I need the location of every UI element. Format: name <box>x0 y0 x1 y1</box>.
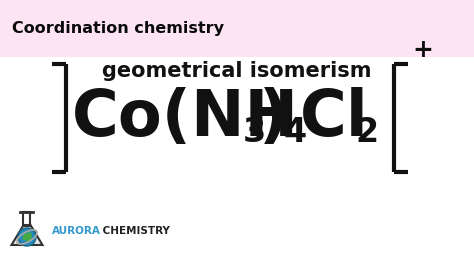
Text: 2: 2 <box>355 115 378 148</box>
Text: ): ) <box>259 87 288 149</box>
Text: Co(NH: Co(NH <box>72 87 299 149</box>
Text: Cl: Cl <box>300 87 369 149</box>
Polygon shape <box>22 232 32 242</box>
Text: 4: 4 <box>284 115 307 148</box>
Text: geometrical isomerism: geometrical isomerism <box>102 61 372 81</box>
Bar <box>24 212 30 226</box>
Bar <box>0 0 474 57</box>
Text: CHEMISTRY: CHEMISTRY <box>99 226 170 236</box>
Polygon shape <box>11 225 43 245</box>
Text: +: + <box>412 38 433 62</box>
Text: Coordination chemistry: Coordination chemistry <box>12 21 224 36</box>
Bar <box>0 57 474 266</box>
Text: AURORA: AURORA <box>52 226 101 236</box>
Circle shape <box>18 228 36 246</box>
Text: 3: 3 <box>243 115 266 148</box>
